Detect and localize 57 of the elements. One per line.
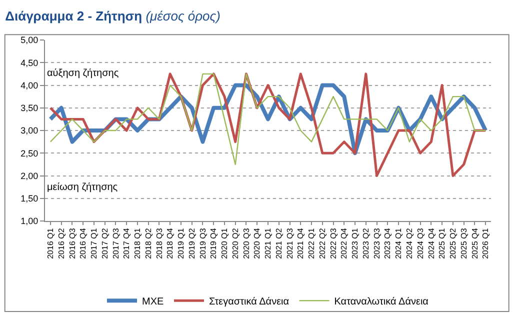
legend-label: ΜΧΕ [142, 296, 164, 308]
x-tick-label: 2024 Q1 [394, 228, 404, 259]
x-tick-label: 2016 Q1 [46, 228, 56, 259]
chart-title: Διάγραμμα 2 - Ζήτηση [5, 8, 142, 24]
y-tick-label: 3,50 [20, 103, 38, 114]
x-tick-label: 2017 Q1 [90, 228, 99, 259]
x-tick-label: 2018 Q4 [166, 228, 175, 259]
x-tick-label: 2021 Q2 [274, 228, 284, 259]
x-tick-label: 2019 Q2 [187, 228, 196, 259]
x-tick-label: 2020 Q2 [230, 228, 240, 259]
x-tick-label: 2018 Q2 [144, 228, 153, 259]
x-tick-label: 2023 Q3 [372, 228, 382, 259]
x-tick-label: 2022 Q1 [307, 228, 316, 259]
x-tick-label: 2024 Q4 [426, 228, 436, 259]
x-tick-label: 2025 Q1 [438, 228, 447, 259]
x-tick-label: 2017 Q4 [122, 228, 132, 259]
x-tick-label: 2016 Q2 [56, 228, 66, 259]
x-tick-label: 2025 Q4 [470, 228, 480, 259]
x-tick-label: 2026 Q1 [481, 228, 490, 259]
y-tick-label: 2,00 [20, 170, 38, 181]
x-tick-label: 2021 Q1 [264, 228, 273, 259]
x-tick-label: 2020 Q4 [252, 228, 262, 259]
x-tick-label: 2019 Q4 [209, 228, 218, 259]
legend-label: Καταναλωτικά Δάνεια [334, 296, 429, 308]
y-tick-label: 1,00 [20, 216, 38, 226]
x-tick-label: 2021 Q3 [285, 228, 294, 259]
x-tick-label: 2016 Q3 [68, 228, 77, 259]
x-tick-label: 2019 Q1 [176, 228, 186, 259]
x-tick-label: 2018 Q1 [133, 228, 142, 259]
x-tick-label: 2020 Q3 [242, 228, 251, 259]
x-tick-label: 2021 Q4 [296, 228, 306, 259]
x-tick-label: 2025 Q3 [459, 228, 468, 259]
annotation: μείωση ζήτησης [47, 182, 118, 193]
annotation: αύξηση ζήτησης [47, 68, 119, 79]
x-tick-label: 2024 Q2 [405, 228, 414, 259]
y-tick-label: 4,50 [20, 58, 38, 68]
x-tick-label: 2022 Q2 [318, 228, 327, 259]
y-tick-label: 4,00 [20, 80, 38, 90]
x-tick-label: 2022 Q4 [340, 228, 349, 259]
x-tick-label: 2023 Q1 [350, 228, 360, 259]
y-tick-label: 1,50 [20, 194, 38, 204]
x-tick-label: 2016 Q4 [78, 228, 88, 259]
chart-subtitle: (μέσος όρος) [146, 8, 220, 24]
x-tick-label: 2018 Q3 [154, 228, 164, 259]
x-tick-label: 2022 Q3 [328, 228, 338, 259]
y-tick-label: 5,00 [20, 35, 38, 46]
x-tick-label: 2023 Q2 [362, 228, 370, 259]
x-tick-label: 2025 Q2 [448, 228, 458, 259]
x-tick-label: 2017 Q2 [100, 228, 110, 259]
x-tick-label: 2023 Q4 [383, 228, 392, 259]
x-tick-label: 2017 Q3 [111, 228, 120, 259]
x-tick-label: 2024 Q3 [416, 228, 425, 259]
legend-label: Στεγαστικά Δάνεια [209, 296, 290, 308]
x-tick-label: 2019 Q3 [198, 228, 208, 259]
y-tick-label: 3,00 [20, 126, 38, 136]
y-tick-label: 2,50 [20, 148, 38, 158]
x-tick-label: 2020 Q1 [220, 228, 230, 259]
